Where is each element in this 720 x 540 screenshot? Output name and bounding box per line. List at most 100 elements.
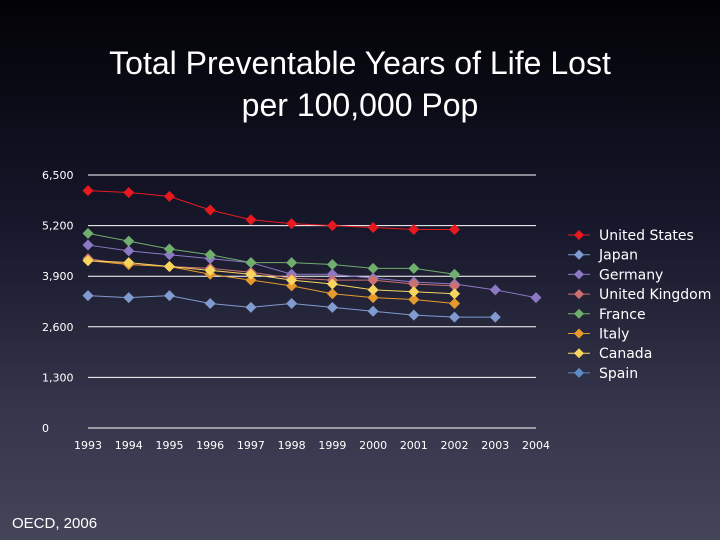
legend-marker-diamond <box>574 230 584 240</box>
legend-marker-diamond <box>574 269 584 280</box>
source-caption: OECD, 2006 <box>12 515 98 532</box>
data-point <box>367 292 379 304</box>
legend-label: Japan <box>598 248 638 264</box>
x-axis-ticks: 1993 1994 1995 1996 1997 1998 1999 2000 2001 2002… <box>74 439 550 452</box>
data-point <box>245 301 257 313</box>
legend-label: United States <box>599 228 694 244</box>
data-point <box>449 268 461 280</box>
data-point <box>326 220 338 232</box>
data-point <box>408 262 420 274</box>
legend-label: Germany <box>599 267 663 283</box>
series-united-kingdom <box>82 253 461 292</box>
data-point <box>163 249 175 261</box>
data-point <box>245 257 257 269</box>
legend-label: Canada <box>599 346 652 362</box>
x-tick-label: 1998 <box>278 439 306 452</box>
x-tick-label: 1994 <box>115 439 143 452</box>
legend-marker-diamond <box>574 367 584 378</box>
data-point <box>489 284 501 296</box>
data-point <box>408 278 420 290</box>
data-point <box>449 280 461 292</box>
data-point <box>82 239 94 251</box>
legend-item-italy: Italy <box>568 327 629 343</box>
legend-item-united-states: United States <box>568 228 694 244</box>
data-point <box>367 274 379 286</box>
legend-item-spain: Spain <box>568 366 638 382</box>
legend-item-japan: Japan <box>568 248 638 264</box>
slide-title-line-2: per 100,000 Pop <box>241 87 479 123</box>
legend-item-united-kingdom: United Kingdom <box>568 287 711 303</box>
legend-label: France <box>599 307 646 323</box>
legend-marker-diamond <box>574 289 584 300</box>
data-point <box>530 292 542 304</box>
y-tick-label: 5,200 <box>42 220 74 233</box>
data-point <box>123 235 135 247</box>
data-point <box>449 311 461 323</box>
x-tick-label: 2004 <box>522 439 550 452</box>
legend-item-germany: Germany <box>568 267 663 283</box>
data-point <box>123 245 135 257</box>
data-point <box>245 274 257 286</box>
series-canada <box>82 255 461 300</box>
series-germany <box>82 239 542 304</box>
x-tick-label: 2001 <box>400 439 428 452</box>
data-point <box>367 222 379 234</box>
data-point <box>82 185 94 197</box>
slide-title-line-1: Total Preventable Years of Life Lost <box>109 45 611 81</box>
x-tick-label: 1997 <box>237 439 265 452</box>
data-point <box>326 268 338 280</box>
data-point <box>367 305 379 317</box>
series-japan <box>82 290 501 323</box>
legend-label: United Kingdom <box>599 287 711 303</box>
data-point <box>408 309 420 321</box>
legend-label: Spain <box>599 366 638 382</box>
data-point <box>123 187 135 199</box>
data-point <box>408 294 420 306</box>
data-point <box>163 243 175 255</box>
data-point <box>286 257 298 269</box>
data-point <box>245 214 257 226</box>
data-point <box>204 204 216 216</box>
data-point <box>204 249 216 261</box>
data-point <box>123 292 135 304</box>
x-tick-label: 2003 <box>481 439 509 452</box>
series-lines <box>82 185 542 323</box>
data-point <box>286 297 298 309</box>
legend-marker-diamond <box>574 308 584 319</box>
data-point <box>449 288 461 300</box>
gridlines <box>88 174 536 429</box>
data-point <box>286 280 298 292</box>
data-point <box>449 223 461 235</box>
series-line <box>87 232 455 275</box>
data-point <box>367 284 379 296</box>
data-point <box>286 218 298 230</box>
legend-marker-diamond <box>574 328 584 339</box>
data-point <box>204 297 216 309</box>
x-tick-label: 1993 <box>74 439 102 452</box>
data-point <box>326 259 338 271</box>
data-point <box>245 268 257 280</box>
y-tick-label: 1,300 <box>42 371 74 384</box>
y-tick-label: 3,900 <box>42 270 74 283</box>
data-point <box>489 311 501 323</box>
legend-marker-diamond <box>574 249 584 260</box>
series-line <box>87 244 537 299</box>
legend-item-france: France <box>568 307 646 323</box>
data-point <box>326 288 338 300</box>
data-point <box>286 274 298 286</box>
series-line <box>87 190 455 230</box>
x-tick-label: 1996 <box>196 439 224 452</box>
legend: United States Japan Germany United Kingdom F… <box>568 228 711 382</box>
data-point <box>163 260 175 272</box>
y-tick-label: 6,500 <box>42 169 74 182</box>
data-point <box>82 227 94 239</box>
y-tick-label: 0 <box>42 422 49 435</box>
data-point <box>204 264 216 276</box>
x-tick-label: 1999 <box>318 439 346 452</box>
y-tick-label: 2,600 <box>42 321 74 334</box>
series-france <box>82 227 461 280</box>
x-tick-label: 2002 <box>441 439 469 452</box>
series-line <box>87 260 455 295</box>
data-point <box>367 262 379 274</box>
series-line <box>87 260 455 304</box>
